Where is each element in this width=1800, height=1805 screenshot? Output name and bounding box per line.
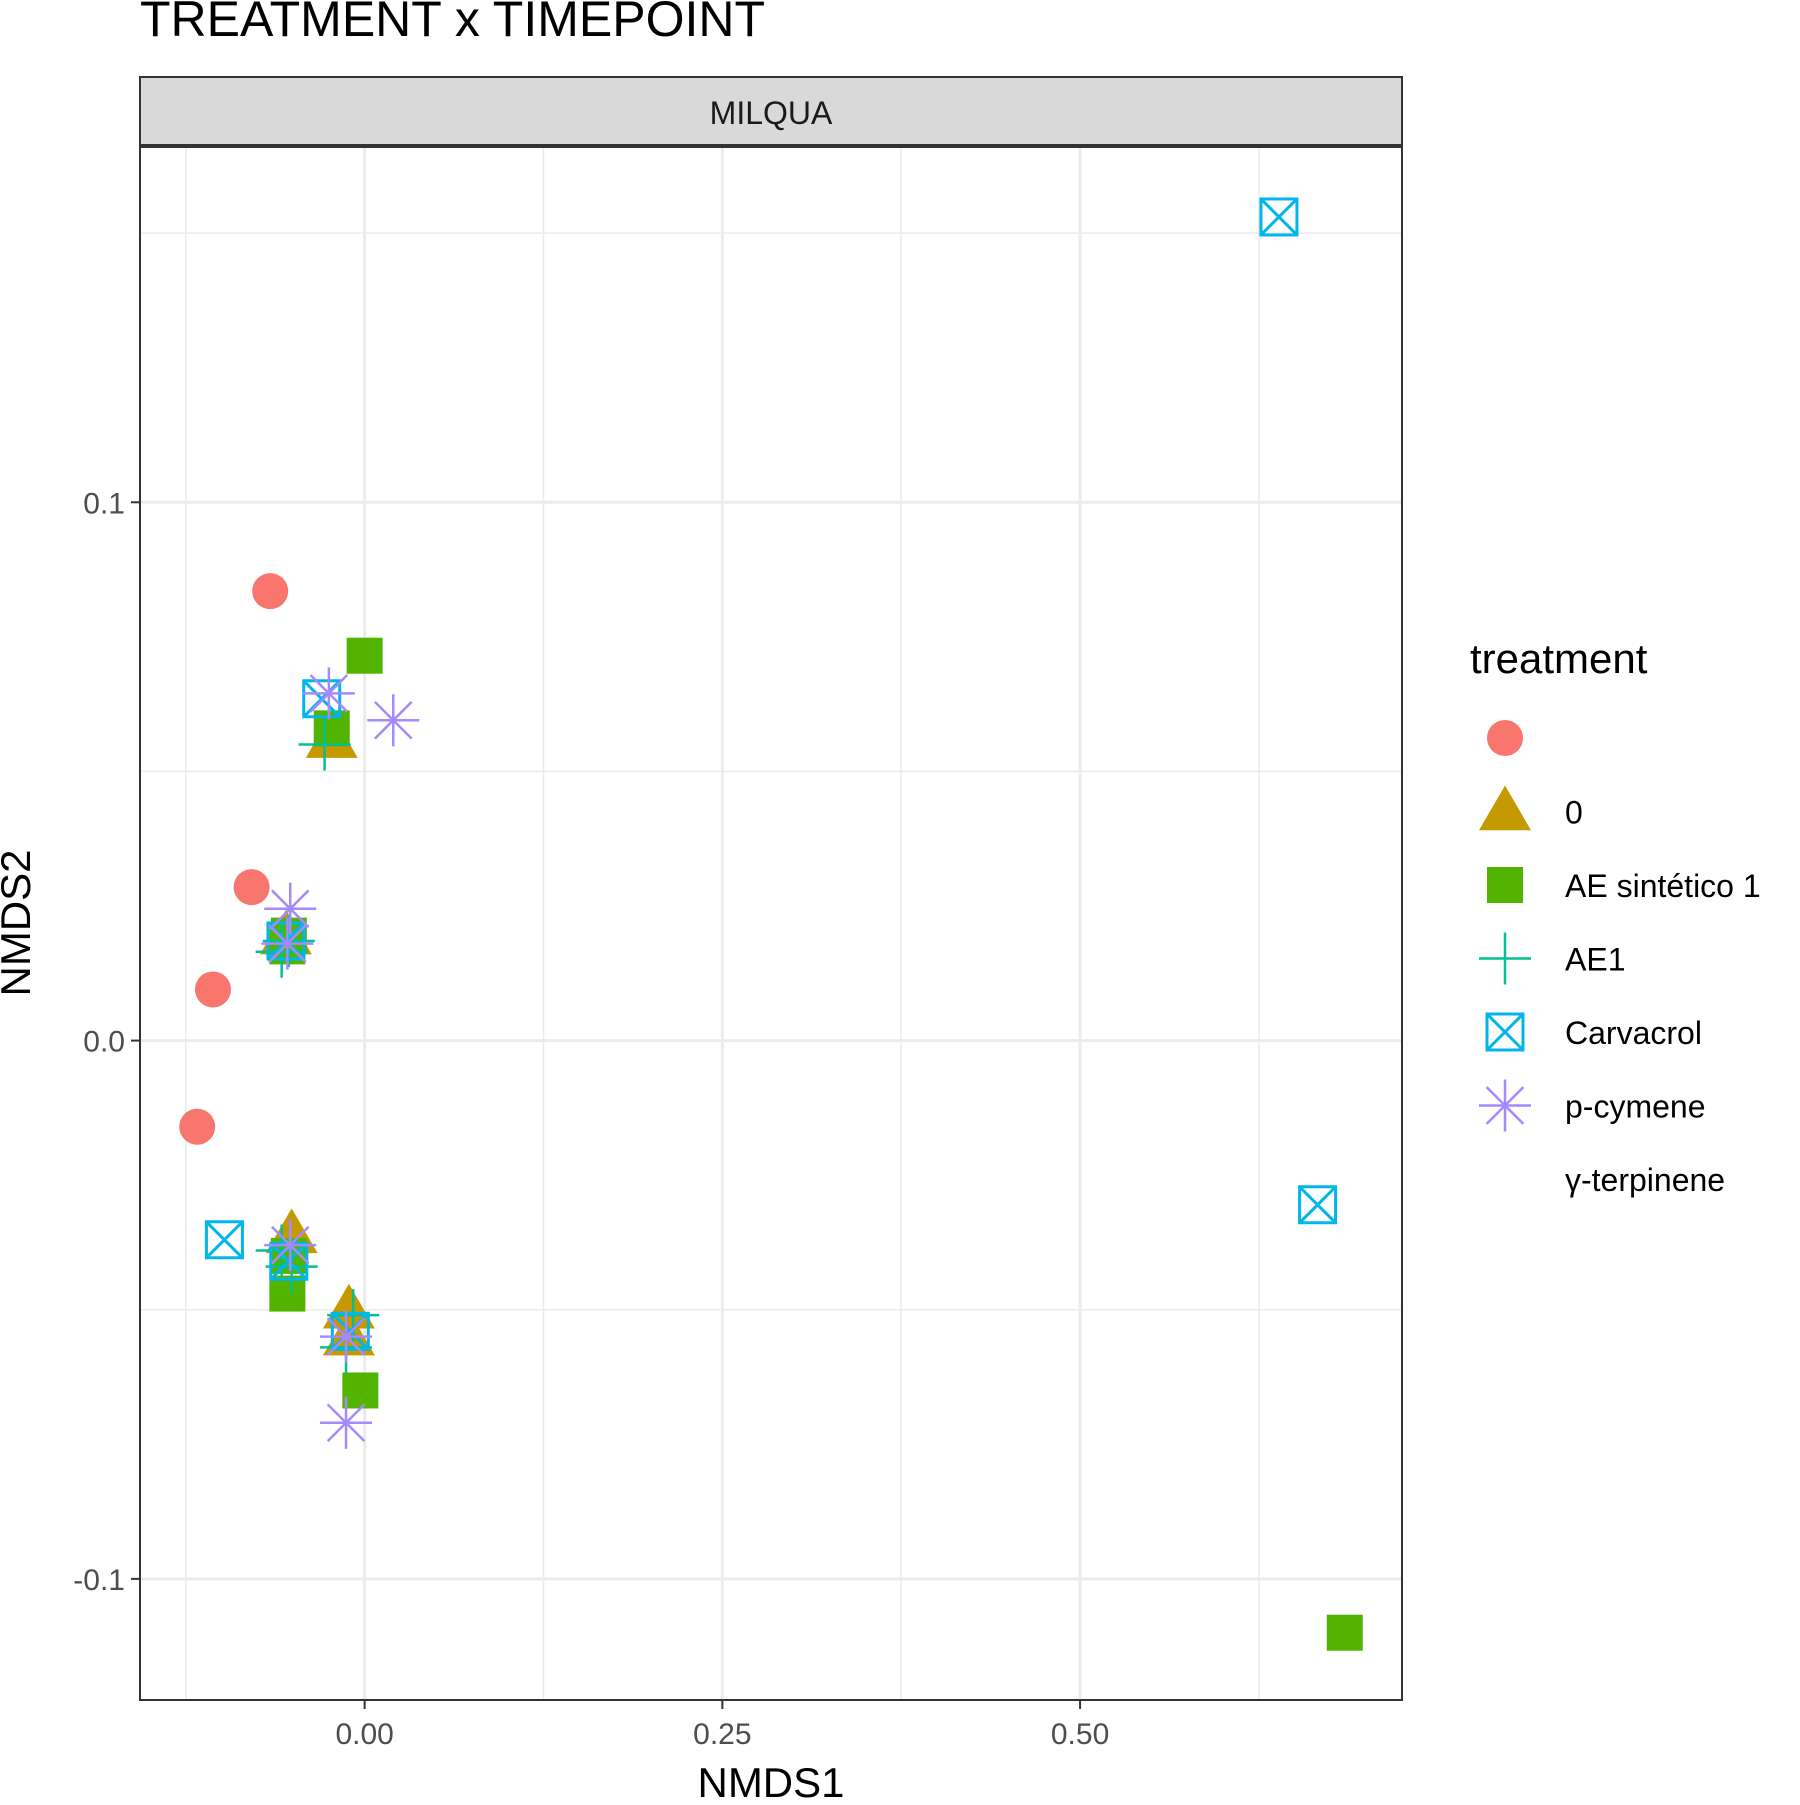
x-tick-label: 0.00: [335, 1718, 393, 1751]
y-tick-label: -0.1: [73, 1564, 125, 1597]
legend-key-circle: [1487, 720, 1523, 756]
data-point-circle: [179, 1108, 216, 1145]
y-axis-label: NMDS2: [0, 849, 39, 996]
legend: 0 AE sintético 1 AE1 Carvacrol p-cymene γ-ter…: [1479, 720, 1761, 1198]
legend-title: treatment: [1470, 635, 1648, 682]
facet-label: MILQUA: [710, 95, 833, 131]
data-point-square-cross: [1298, 1185, 1338, 1225]
data-point-square: [1326, 1614, 1363, 1651]
legend-label: AE1: [1565, 942, 1625, 978]
legend-label: p-cymene: [1565, 1089, 1706, 1125]
x-axis-label: NMDS1: [697, 1759, 844, 1800]
data-point-square-cross: [302, 679, 342, 719]
data-point-plus: [298, 718, 351, 771]
legend-label: γ-terpinene: [1565, 1162, 1725, 1198]
data-point-plus: [265, 1240, 318, 1293]
data-point-plus: [255, 925, 308, 978]
data-point-asterisk: [320, 1396, 373, 1449]
data-point-asterisk: [261, 917, 314, 970]
legend-key-triangle: [1479, 785, 1531, 831]
legend-label: AE sintético 1: [1565, 868, 1761, 904]
data-point-asterisk: [320, 1310, 373, 1363]
data-points: [179, 197, 1363, 1651]
plot-panel: [140, 147, 1402, 1700]
y-tick-label: 0.0: [83, 1026, 125, 1059]
data-point-square-cross: [1259, 197, 1299, 237]
data-point-circle: [194, 971, 231, 1008]
data-point-circle: [233, 869, 270, 906]
legend-key-square: [1487, 867, 1523, 903]
data-point-square: [342, 1372, 379, 1409]
x-tick-label: 0.50: [1051, 1718, 1109, 1751]
facet-strip: [139, 76, 1403, 146]
gridlines: [140, 147, 1402, 1700]
x-axis: 0.00 0.25 0.50: [335, 1700, 1109, 1751]
data-point-circle: [252, 573, 289, 610]
data-point-asterisk: [264, 882, 317, 935]
data-point-square-cross: [204, 1220, 244, 1260]
legend-label: 0: [1565, 795, 1583, 831]
legend-label: Carvacrol: [1565, 1015, 1702, 1051]
data-point-asterisk: [264, 1219, 317, 1272]
plot-panel-border: [139, 146, 1403, 1701]
data-point-asterisk: [367, 694, 420, 747]
y-tick-label: 0.1: [83, 487, 125, 520]
x-tick-label: 0.25: [693, 1718, 751, 1751]
legend-key-square-cross: [1485, 1012, 1525, 1052]
data-point-square: [346, 637, 383, 674]
data-point-square: [269, 1275, 306, 1312]
data-point-asterisk: [302, 667, 355, 720]
legend-key-plus: [1479, 932, 1531, 985]
chart-title: TREATMENT x TIMEPOINT: [140, 0, 765, 47]
legend-key-asterisk: [1479, 1079, 1531, 1132]
y-axis: -0.1 0.0 0.1: [73, 487, 140, 1597]
